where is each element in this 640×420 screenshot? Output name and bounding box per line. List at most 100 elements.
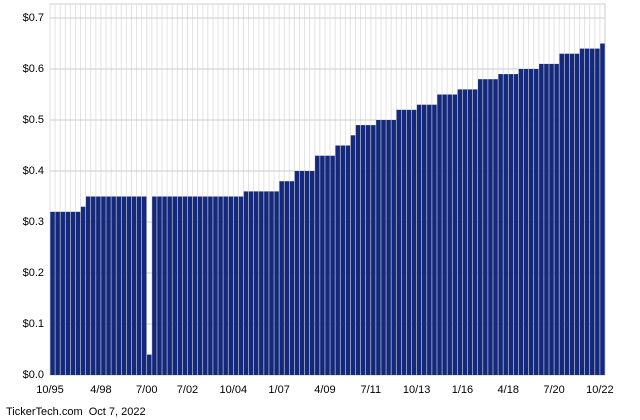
bar (401, 109, 407, 376)
y-tick-label: $0.6 (23, 63, 44, 75)
bar (315, 155, 320, 375)
bar (498, 74, 503, 375)
bar (421, 104, 427, 375)
bar (569, 53, 575, 375)
bar (121, 196, 127, 375)
bar (381, 120, 386, 375)
bar (274, 191, 279, 375)
bar (442, 94, 447, 375)
bar (294, 171, 300, 375)
x-tick-label: 10/95 (36, 384, 64, 396)
bar (452, 94, 458, 375)
bar (233, 196, 239, 375)
bar (386, 120, 391, 375)
bar (345, 145, 351, 375)
bar (208, 196, 213, 375)
bar (320, 155, 325, 375)
bar (579, 48, 585, 375)
bar (309, 171, 315, 375)
bar (131, 196, 137, 375)
bar (416, 104, 422, 375)
bar (228, 196, 234, 375)
x-tick-label: 7/20 (543, 384, 564, 396)
bar (264, 191, 269, 375)
bar (355, 125, 361, 375)
bar (590, 48, 595, 375)
bar (284, 181, 290, 375)
bar (172, 196, 177, 375)
bar (101, 196, 106, 375)
bar (427, 104, 432, 375)
bar (574, 53, 580, 375)
bar (483, 79, 488, 375)
bar (503, 74, 508, 375)
bar (238, 196, 244, 375)
bar (600, 43, 605, 375)
x-tick-label: 7/11 (360, 384, 381, 396)
x-tick-label: 1/07 (268, 384, 289, 396)
y-tick-label: $0.3 (23, 216, 44, 228)
bar (523, 69, 529, 375)
bar (299, 171, 305, 375)
y-tick-label: $0.0 (23, 369, 44, 381)
x-tick-label: 10/13 (403, 384, 431, 396)
bar (595, 48, 600, 375)
bar (564, 53, 570, 375)
bar (467, 89, 473, 376)
bar (350, 135, 356, 375)
bar (340, 145, 346, 375)
x-tick-label: 4/18 (498, 384, 519, 396)
bar (376, 120, 381, 375)
bar (371, 125, 376, 375)
bar (411, 109, 417, 376)
bar (259, 191, 264, 375)
x-tick-label: 7/02 (177, 384, 198, 396)
x-tick-label: 10/04 (220, 384, 248, 396)
y-tick-label: $0.7 (23, 12, 44, 24)
bar (50, 211, 55, 375)
x-tick-label: 10/22 (586, 384, 614, 396)
bar (488, 79, 493, 375)
bar (111, 196, 116, 375)
bar (365, 125, 371, 375)
bar (508, 74, 514, 375)
bar (55, 211, 60, 375)
x-tick-label: 4/09 (314, 384, 335, 396)
bar (91, 196, 96, 375)
bar (544, 63, 549, 376)
bar (360, 125, 366, 375)
bar (136, 196, 142, 375)
y-tick-label: $0.1 (23, 318, 44, 330)
bar (85, 196, 91, 375)
bar (182, 196, 188, 375)
bar (279, 181, 284, 375)
bar (447, 94, 452, 375)
bar (325, 155, 330, 375)
bar (304, 171, 310, 375)
bar (162, 196, 167, 375)
y-tick-label: $0.2 (23, 267, 44, 279)
bar (462, 89, 468, 376)
bar (106, 196, 111, 375)
bar (197, 196, 203, 375)
bar (289, 181, 295, 375)
footer: TickerTech.com Oct 7, 2022 (6, 406, 146, 418)
bar (269, 191, 274, 375)
bar (335, 145, 340, 375)
bar (253, 191, 259, 375)
bar (437, 94, 442, 375)
bar (167, 196, 172, 375)
bar (223, 196, 228, 375)
bar (559, 53, 564, 375)
bar (406, 109, 412, 376)
bar (554, 63, 559, 376)
bar (472, 89, 478, 376)
x-tick-label: 4/98 (90, 384, 111, 396)
bar (213, 196, 218, 375)
x-tick-label: 1/16 (452, 384, 473, 396)
bar (192, 196, 198, 375)
bar (116, 196, 121, 375)
bar (330, 155, 335, 375)
